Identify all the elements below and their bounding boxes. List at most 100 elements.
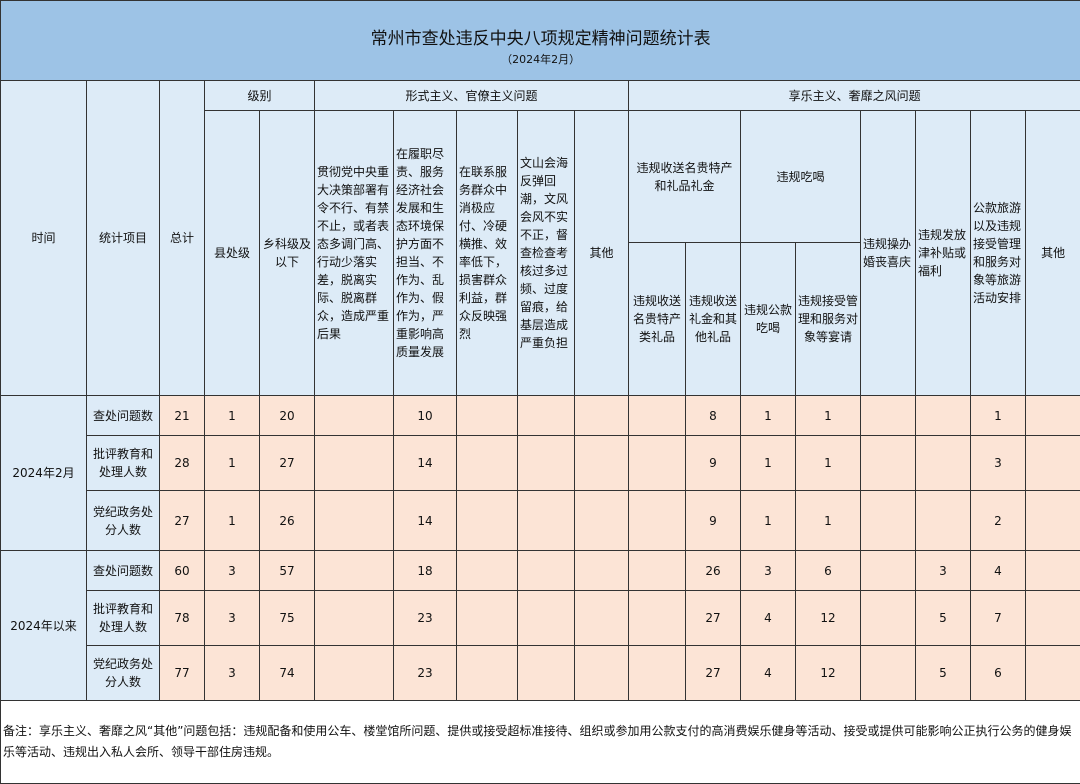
value-cell: 26 — [260, 491, 315, 551]
header-gifts: 违规收送名贵特产和礼品礼金 — [629, 111, 741, 243]
item-cell: 批评教育和处理人数 — [87, 436, 160, 491]
value-cell: 1 — [796, 491, 861, 551]
value-cell: 5 — [916, 646, 971, 701]
value-cell — [1026, 591, 1080, 646]
value-cell — [861, 396, 916, 436]
value-cell — [1026, 551, 1080, 591]
value-cell: 9 — [686, 491, 741, 551]
header-gift-cash: 违规收送礼金和其他礼品 — [686, 243, 741, 396]
value-cell: 6 — [796, 551, 861, 591]
value-cell — [457, 591, 518, 646]
header-accept-banquet: 违规接受管理和服务对象等宴请 — [796, 243, 861, 396]
value-cell: 3 — [205, 551, 260, 591]
value-cell: 1 — [971, 396, 1026, 436]
value-cell: 10 — [394, 396, 457, 436]
item-cell: 查处问题数 — [87, 396, 160, 436]
value-cell: 77 — [160, 646, 205, 701]
header-public-dining: 违规公款吃喝 — [741, 243, 796, 396]
value-cell — [629, 646, 686, 701]
item-cell: 批评教育和处理人数 — [87, 591, 160, 646]
value-cell: 75 — [260, 591, 315, 646]
value-cell: 23 — [394, 646, 457, 701]
item-cell: 查处问题数 — [87, 551, 160, 591]
header-dining: 违规吃喝 — [741, 111, 861, 243]
value-cell — [315, 436, 394, 491]
value-cell: 4 — [741, 591, 796, 646]
value-cell — [916, 436, 971, 491]
value-cell — [315, 591, 394, 646]
value-cell: 5 — [916, 591, 971, 646]
header-hedonism: 享乐主义、奢靡之风问题 — [629, 81, 1080, 111]
period-cell: 2024年2月 — [1, 396, 87, 551]
value-cell: 6 — [971, 646, 1026, 701]
value-cell — [629, 551, 686, 591]
value-cell: 1 — [741, 436, 796, 491]
value-cell — [916, 491, 971, 551]
item-cell: 党纪政务处分人数 — [87, 491, 160, 551]
value-cell: 3 — [205, 591, 260, 646]
value-cell: 27 — [160, 491, 205, 551]
header-township: 乡科级及以下 — [260, 111, 315, 396]
value-cell: 27 — [686, 646, 741, 701]
value-cell — [518, 646, 575, 701]
header-formalism-4: 文山会海反弹回潮，文风会风不实不正，督查检查考核过多过频、过度留痕，给基层造成严… — [518, 111, 575, 396]
value-cell — [1026, 491, 1080, 551]
value-cell — [861, 436, 916, 491]
value-cell — [518, 491, 575, 551]
value-cell: 23 — [394, 591, 457, 646]
value-cell: 1 — [741, 396, 796, 436]
header-level: 级别 — [205, 81, 315, 111]
value-cell — [1026, 396, 1080, 436]
value-cell: 26 — [686, 551, 741, 591]
value-cell: 9 — [686, 436, 741, 491]
page-title: 常州市查处违反中央八项规定精神问题统计表 — [3, 14, 1078, 52]
header-wedding: 违规操办婚丧喜庆 — [861, 111, 916, 396]
title-bar: 常州市查处违反中央八项规定精神问题统计表 （2024年2月） — [1, 1, 1080, 81]
value-cell — [861, 591, 916, 646]
value-cell — [457, 551, 518, 591]
value-cell: 57 — [260, 551, 315, 591]
value-cell: 28 — [160, 436, 205, 491]
value-cell: 27 — [686, 591, 741, 646]
value-cell — [518, 551, 575, 591]
header-formalism: 形式主义、官僚主义问题 — [315, 81, 629, 111]
value-cell — [457, 396, 518, 436]
header-formalism-other: 其他 — [575, 111, 629, 396]
value-cell — [575, 396, 629, 436]
value-cell — [575, 551, 629, 591]
value-cell — [457, 491, 518, 551]
value-cell — [518, 436, 575, 491]
value-cell: 8 — [686, 396, 741, 436]
value-cell: 60 — [160, 551, 205, 591]
header-hedonism-other: 其他 — [1026, 111, 1080, 396]
header-total: 总计 — [160, 81, 205, 396]
value-cell — [861, 646, 916, 701]
value-cell: 4 — [741, 646, 796, 701]
value-cell — [1026, 436, 1080, 491]
value-cell: 74 — [260, 646, 315, 701]
value-cell — [629, 491, 686, 551]
value-cell: 3 — [971, 436, 1026, 491]
value-cell: 3 — [741, 551, 796, 591]
header-formalism-1: 贯彻党中央重大决策部署有令不行、有禁不止，或者表态多调门高、行动少落实差，脱离实… — [315, 111, 394, 396]
item-cell: 党纪政务处分人数 — [87, 646, 160, 701]
value-cell — [518, 591, 575, 646]
header-formalism-2: 在履职尽责、服务经济社会发展和生态环境保护方面不担当、不作为、乱作为、假作为，严… — [394, 111, 457, 396]
page-subtitle: （2024年2月） — [3, 52, 1078, 68]
value-cell: 12 — [796, 646, 861, 701]
value-cell: 18 — [394, 551, 457, 591]
value-cell: 21 — [160, 396, 205, 436]
value-cell: 1 — [796, 396, 861, 436]
value-cell — [1026, 646, 1080, 701]
value-cell: 1 — [205, 491, 260, 551]
header-county: 县处级 — [205, 111, 260, 396]
value-cell: 2 — [971, 491, 1026, 551]
value-cell — [457, 436, 518, 491]
